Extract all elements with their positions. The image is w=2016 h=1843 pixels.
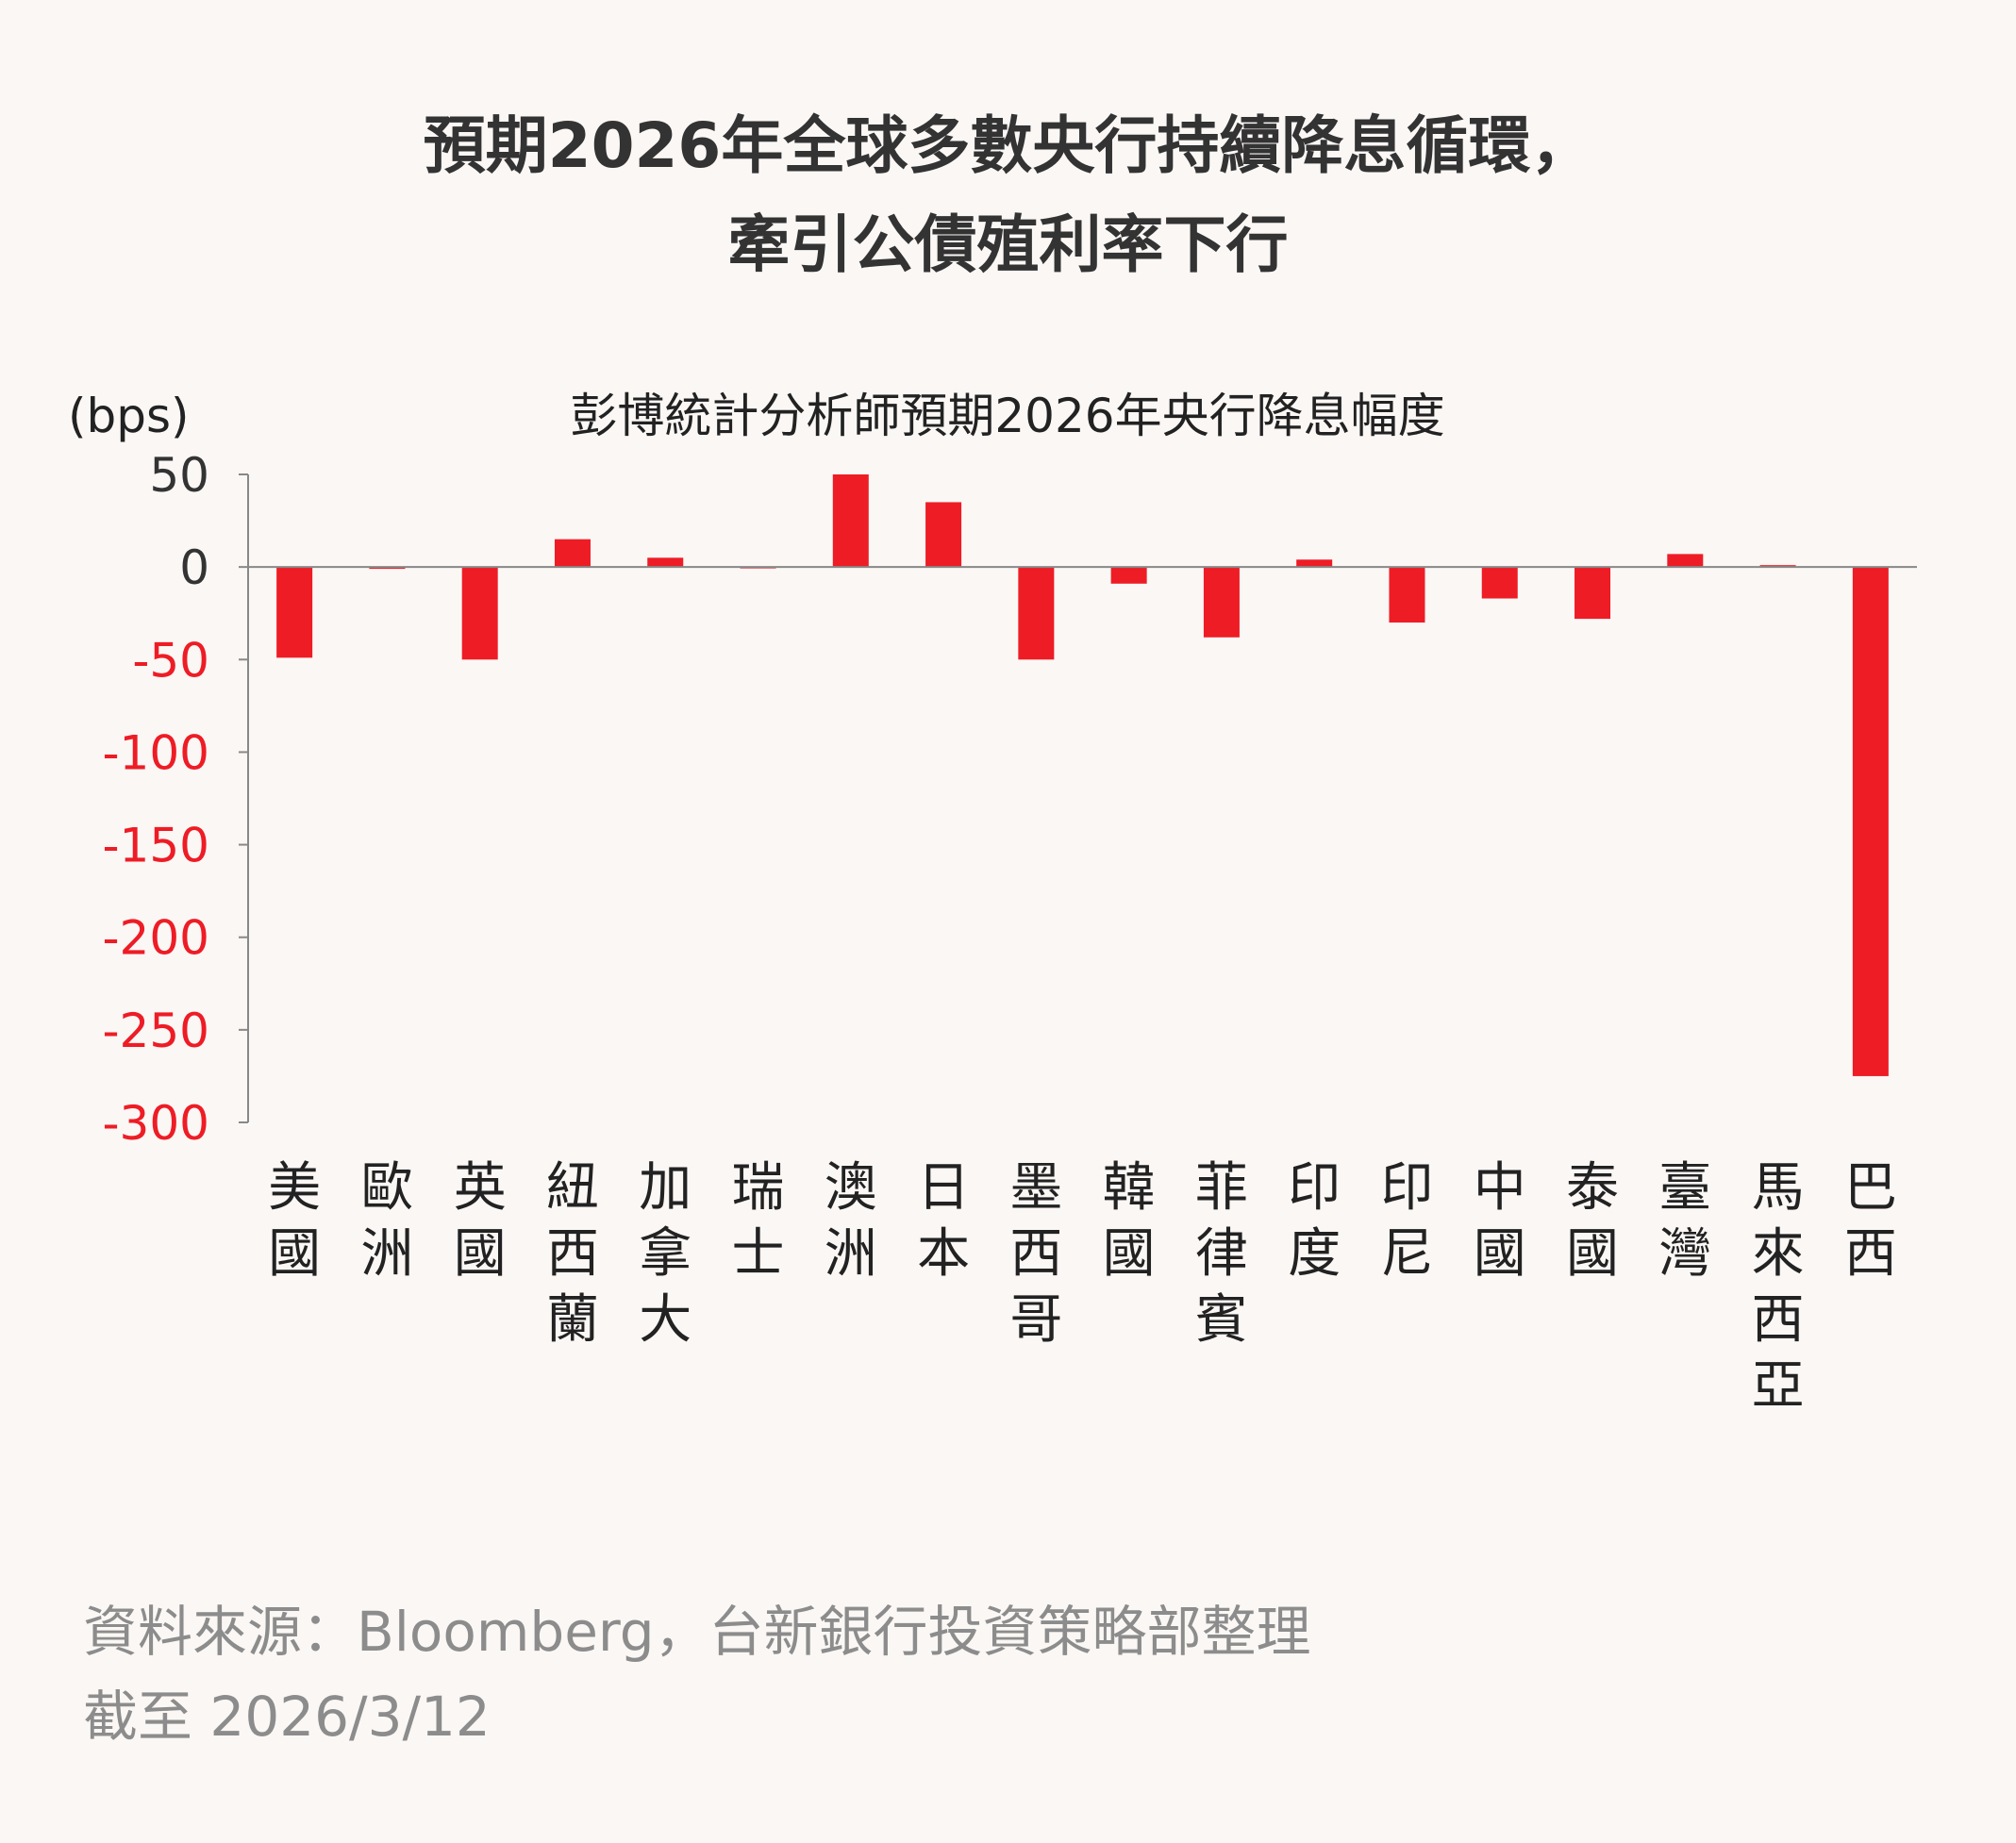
chart-title: 彭博統計分析師預期2026年央行降息幅度 <box>570 389 1444 443</box>
y-tick-label: 50 <box>149 448 209 503</box>
bar-10 <box>1203 567 1240 638</box>
x-tick-label: 泰國 <box>1566 1157 1619 1285</box>
bar-8 <box>1018 567 1055 660</box>
x-tick-label: 巴西 <box>1844 1157 1897 1285</box>
y-unit-label: (bps) <box>68 389 190 443</box>
bar-12 <box>1389 567 1425 623</box>
x-tick-label: 印度 <box>1288 1157 1341 1285</box>
y-tick-label: 0 <box>179 540 209 595</box>
y-tick-label: -250 <box>103 1004 209 1058</box>
bar-2 <box>461 567 498 660</box>
x-tick-label: 紐西蘭 <box>546 1157 599 1351</box>
bar-15 <box>1667 554 1704 568</box>
x-tick-label: 中國 <box>1474 1157 1526 1285</box>
y-tick-label: -50 <box>132 633 209 688</box>
y-tick-label: -300 <box>103 1096 209 1151</box>
x-tick-label: 印尼 <box>1380 1157 1433 1285</box>
x-tick-label: 澳洲 <box>825 1157 877 1285</box>
x-tick-label: 美國 <box>268 1157 321 1285</box>
bar-11 <box>1296 559 1333 568</box>
bar-0 <box>276 567 313 658</box>
bar-17 <box>1852 567 1889 1076</box>
chart-headline-line2: 牽引公債殖利率下行 <box>727 208 1289 281</box>
bar-13 <box>1481 567 1518 599</box>
x-tick-label: 日本 <box>917 1157 970 1285</box>
date-note: 截至 2026/3/12 <box>83 1685 491 1749</box>
bar-7 <box>925 502 962 568</box>
x-tick-label: 加拿大 <box>639 1157 691 1351</box>
y-tick-label: -200 <box>103 911 209 966</box>
x-tick-label: 歐洲 <box>360 1157 413 1285</box>
x-tick-label: 馬來西亞 <box>1752 1157 1805 1417</box>
bar-4 <box>647 557 684 568</box>
bar-14 <box>1574 567 1611 620</box>
x-tick-label: 菲律賓 <box>1195 1157 1248 1351</box>
x-tick-label: 英國 <box>454 1157 507 1285</box>
bar-9 <box>1110 567 1147 584</box>
y-tick-label: -100 <box>103 725 209 780</box>
y-tick-label: -150 <box>103 819 209 873</box>
x-tick-label: 瑞士 <box>732 1157 785 1285</box>
source-note: 資料來源：Bloomberg，台新銀行投資策略部整理 <box>83 1600 1311 1664</box>
x-tick-label: 墨西哥 <box>1009 1157 1062 1351</box>
x-tick-label: 韓國 <box>1103 1157 1156 1285</box>
bar-3 <box>554 539 591 568</box>
bar-6 <box>832 474 869 568</box>
x-tick-label: 臺灣 <box>1658 1157 1711 1285</box>
chart-headline-line1: 預期2026年全球多數央行持續降息循環， <box>423 109 1593 182</box>
